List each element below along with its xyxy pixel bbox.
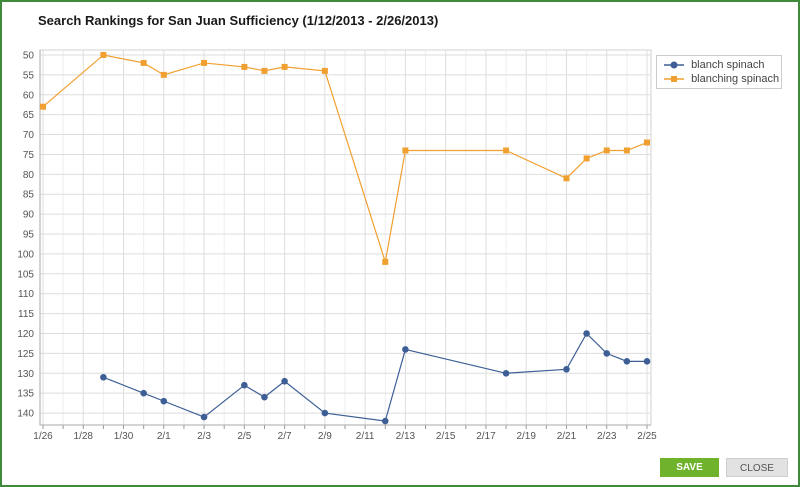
data-point bbox=[261, 393, 268, 401]
data-point bbox=[502, 369, 510, 377]
legend-label: blanching spinach bbox=[691, 73, 780, 86]
data-point bbox=[40, 103, 46, 110]
x-tick-label: 2/13 bbox=[396, 431, 416, 442]
y-tick-label: 90 bbox=[23, 210, 35, 221]
data-point bbox=[321, 409, 329, 417]
data-point bbox=[503, 147, 510, 154]
data-point bbox=[160, 397, 168, 405]
x-tick-label: 2/3 bbox=[197, 431, 211, 442]
legend-label: blanch spinach bbox=[691, 59, 765, 72]
x-tick-label: 2/25 bbox=[637, 431, 657, 442]
y-tick-label: 110 bbox=[18, 289, 34, 300]
data-point bbox=[644, 139, 650, 146]
data-point bbox=[563, 365, 570, 373]
chart-legend: blanch spinach blanching spinach bbox=[656, 55, 782, 89]
legend-item-blanching-spinach[interactable]: blanching spinach bbox=[663, 72, 779, 86]
y-tick-label: 85 bbox=[23, 190, 35, 201]
data-point bbox=[402, 346, 409, 353]
y-tick-label: 95 bbox=[23, 230, 35, 241]
x-tick-label: 2/9 bbox=[318, 431, 332, 442]
data-point bbox=[583, 155, 590, 162]
x-tick-label: 2/19 bbox=[516, 431, 536, 442]
data-point bbox=[603, 147, 610, 154]
data-point bbox=[381, 417, 389, 425]
data-point bbox=[200, 413, 208, 421]
y-tick-label: 60 bbox=[23, 90, 35, 101]
data-point bbox=[402, 147, 409, 154]
legend-item-blanch-spinach[interactable]: blanch spinach bbox=[663, 58, 764, 72]
x-tick-label: 2/1 bbox=[157, 431, 171, 442]
data-point bbox=[382, 258, 389, 265]
y-tick-label: 115 bbox=[18, 309, 34, 320]
data-point bbox=[241, 381, 248, 389]
x-tick-label: 2/15 bbox=[436, 431, 456, 442]
x-tick-label: 1/26 bbox=[33, 431, 53, 442]
y-tick-label: 105 bbox=[17, 269, 34, 280]
x-tick-label: 2/7 bbox=[278, 431, 292, 442]
y-tick-label: 125 bbox=[17, 349, 34, 360]
legend-marker-circle-icon bbox=[664, 61, 684, 69]
data-point bbox=[100, 51, 107, 58]
y-tick-label: 80 bbox=[23, 170, 35, 181]
x-tick-label: 2/5 bbox=[237, 431, 251, 442]
y-tick-label: 120 bbox=[17, 329, 34, 340]
close-button[interactable]: CLOSE bbox=[726, 458, 788, 477]
x-tick-label: 1/30 bbox=[114, 431, 134, 442]
data-point bbox=[643, 358, 651, 365]
chart-title: Search Rankings for San Juan Sufficiency… bbox=[38, 13, 439, 28]
x-tick-label: 2/23 bbox=[597, 431, 617, 442]
y-tick-label: 140 bbox=[17, 409, 34, 420]
data-point bbox=[623, 147, 630, 154]
save-button[interactable]: SAVE bbox=[660, 458, 719, 477]
data-point bbox=[623, 358, 631, 365]
data-point bbox=[563, 175, 570, 182]
y-tick-label: 130 bbox=[17, 369, 34, 380]
y-tick-label: 65 bbox=[23, 110, 35, 121]
data-point bbox=[140, 59, 147, 66]
y-tick-label: 75 bbox=[23, 150, 35, 161]
y-tick-label: 100 bbox=[17, 249, 34, 260]
data-point bbox=[160, 71, 167, 78]
data-point bbox=[100, 373, 107, 381]
data-point bbox=[140, 389, 147, 397]
data-point bbox=[201, 59, 208, 66]
y-tick-label: 70 bbox=[23, 130, 35, 141]
data-point bbox=[321, 67, 328, 74]
x-tick-label: 2/11 bbox=[356, 431, 375, 442]
data-point bbox=[603, 350, 611, 357]
data-point bbox=[241, 63, 248, 70]
x-tick-label: 2/21 bbox=[557, 431, 577, 442]
y-tick-label: 50 bbox=[23, 50, 35, 61]
y-tick-label: 55 bbox=[23, 70, 35, 81]
x-tick-label: 2/17 bbox=[476, 431, 496, 442]
y-tick-label: 135 bbox=[17, 389, 34, 400]
legend-marker-square-icon bbox=[664, 76, 684, 83]
data-point bbox=[281, 377, 288, 385]
x-tick-label: 1/28 bbox=[74, 431, 94, 442]
series-line-blanch-spinach bbox=[103, 332, 647, 422]
data-point bbox=[281, 63, 288, 70]
data-point bbox=[583, 330, 590, 337]
data-point bbox=[261, 67, 268, 74]
